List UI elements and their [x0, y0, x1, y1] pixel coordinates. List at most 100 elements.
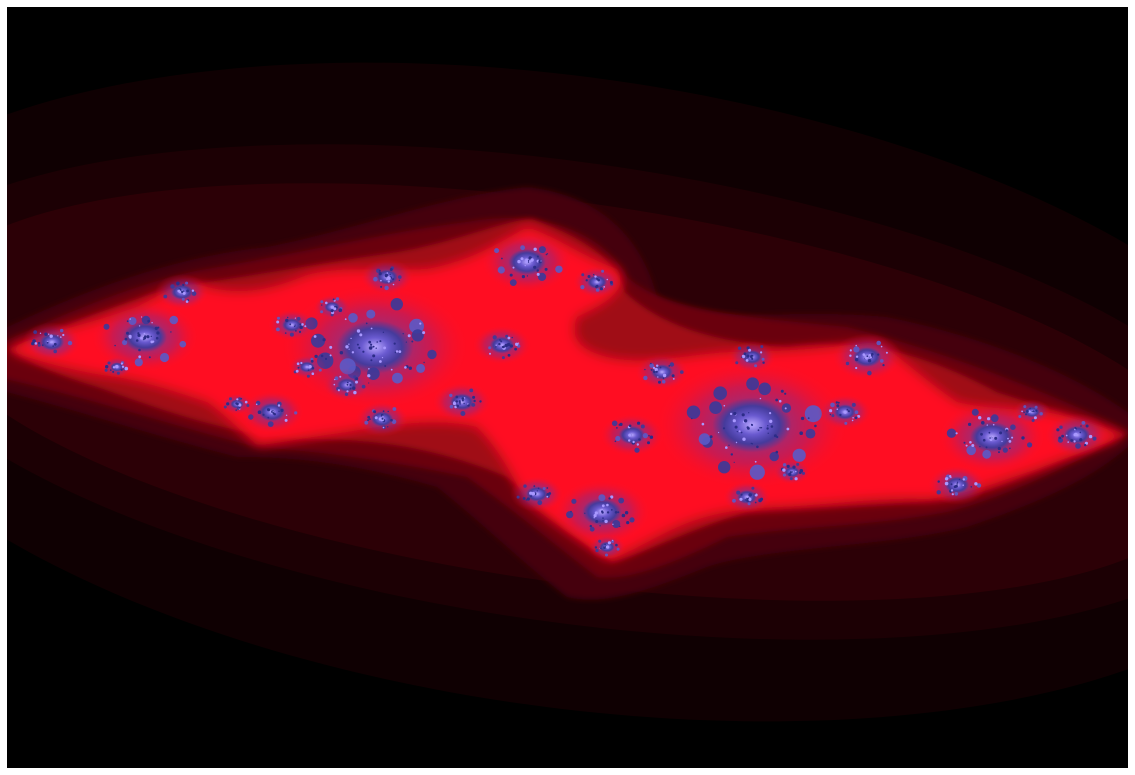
- cluster-sparkle: [379, 340, 382, 343]
- cluster-sparkle: [766, 427, 769, 430]
- cluster-sparkle: [662, 377, 665, 380]
- cluster-sparkle: [455, 395, 459, 399]
- cluster-sparkle: [1035, 409, 1038, 412]
- cluster-sparkle: [882, 364, 885, 367]
- cluster-arm-blob: [538, 246, 546, 254]
- cluster-sparkle: [380, 279, 382, 282]
- cluster-sparkle: [610, 495, 614, 499]
- cluster-sparkle: [1001, 440, 1003, 443]
- cluster-sparkle: [735, 441, 738, 444]
- cluster-sparkle: [126, 331, 129, 335]
- cluster-sparkle: [1033, 416, 1037, 420]
- cluster-arm-blob: [318, 368, 322, 372]
- cluster-sparkle: [807, 417, 810, 419]
- cluster-sparkle: [954, 484, 958, 488]
- cluster-sparkle: [348, 348, 350, 350]
- cluster-sparkle: [183, 290, 185, 292]
- cluster-sparkle: [387, 426, 389, 428]
- cluster-sparkle: [609, 280, 613, 284]
- cluster-sparkle: [62, 333, 65, 337]
- cluster-sparkle: [709, 435, 713, 439]
- cluster-arm-blob: [296, 317, 301, 321]
- cluster-sparkle: [628, 433, 632, 437]
- cluster-sparkle: [387, 410, 389, 413]
- cluster-sparkle: [637, 421, 641, 425]
- cluster-sparkle: [155, 336, 159, 340]
- cluster-sparkle: [769, 419, 773, 423]
- cluster-arm-blob: [598, 539, 602, 543]
- cluster-sparkle: [654, 367, 658, 372]
- cluster-arm-blob: [277, 316, 280, 320]
- cluster-sparkle: [375, 347, 377, 349]
- cluster-sparkle: [780, 389, 784, 393]
- cluster-sparkle: [352, 386, 356, 390]
- cluster-sparkle: [112, 370, 115, 373]
- cluster-sparkle: [389, 268, 393, 271]
- cluster-sparkle: [376, 341, 379, 343]
- cluster-arm-blob: [982, 449, 992, 459]
- cluster-sparkle: [353, 390, 357, 395]
- cluster-sparkle: [1007, 437, 1009, 440]
- cluster-sparkle: [829, 413, 832, 416]
- cluster-sparkle: [509, 273, 513, 277]
- cluster-arm-blob: [735, 361, 739, 365]
- fractal-clusters: [22, 231, 1110, 560]
- cluster-sparkle: [1079, 431, 1082, 434]
- cluster-sparkle: [368, 346, 373, 350]
- cluster-sparkle: [546, 495, 549, 498]
- cluster-sparkle: [754, 493, 756, 495]
- cluster-sparkle: [974, 482, 978, 486]
- cluster-sparkle: [143, 336, 147, 340]
- cluster-sparkle: [1070, 439, 1074, 442]
- cluster-sparkle: [632, 440, 635, 444]
- cluster-sparkle: [599, 287, 604, 291]
- cluster-sparkle: [521, 275, 526, 279]
- cluster-sparkle: [398, 350, 402, 353]
- cluster-sparkle: [240, 397, 243, 400]
- cluster-sparkle: [1031, 411, 1033, 413]
- cluster-sparkle: [324, 357, 328, 360]
- cluster-sparkle: [1028, 410, 1031, 413]
- cluster-sparkle: [747, 427, 750, 430]
- cluster-sparkle: [536, 490, 538, 492]
- cluster-sparkle: [835, 401, 838, 404]
- cluster-sparkle: [612, 539, 614, 542]
- cluster-arm-blob: [680, 370, 684, 374]
- cluster-sparkle: [971, 444, 975, 447]
- cluster-sparkle: [398, 279, 401, 281]
- cluster-arm-blob: [845, 361, 850, 366]
- cluster-sparkle: [358, 346, 361, 349]
- cluster-arm-blob: [796, 462, 800, 466]
- cluster-arm-blob: [946, 428, 957, 438]
- cluster-sparkle: [378, 269, 381, 272]
- cluster-sparkle: [752, 356, 754, 358]
- cluster-arm-blob: [542, 487, 546, 490]
- cluster-sparkle: [370, 359, 373, 362]
- cluster-sparkle: [313, 335, 317, 338]
- cluster-sparkle: [751, 443, 754, 445]
- cluster-sparkle: [520, 257, 524, 261]
- cluster-sparkle: [294, 325, 296, 328]
- cluster-arm-blob: [334, 376, 339, 381]
- cluster-sparkle: [1021, 436, 1025, 440]
- cluster-sparkle: [1061, 434, 1064, 438]
- cluster-sparkle: [362, 350, 365, 353]
- cluster-arm-blob: [170, 284, 175, 289]
- cluster-sparkle: [617, 511, 620, 514]
- cluster-sparkle: [147, 319, 151, 323]
- cluster-sparkle: [226, 402, 230, 406]
- cluster-sparkle: [382, 415, 384, 417]
- cluster-arm-blob: [398, 275, 402, 279]
- cluster-sparkle: [725, 446, 728, 449]
- cluster-sparkle: [671, 374, 675, 378]
- cluster-sparkle: [614, 440, 617, 443]
- cluster-sparkle: [393, 342, 396, 345]
- cluster-arm-blob: [488, 346, 492, 350]
- cluster-sparkle: [652, 370, 656, 373]
- cluster-sparkle: [507, 336, 511, 340]
- cluster-arm-blob: [718, 461, 731, 474]
- cluster-sparkle: [461, 397, 465, 400]
- cluster-sparkle: [782, 468, 786, 472]
- cluster-arm-blob: [267, 421, 274, 427]
- cluster-arm-blob: [571, 498, 577, 504]
